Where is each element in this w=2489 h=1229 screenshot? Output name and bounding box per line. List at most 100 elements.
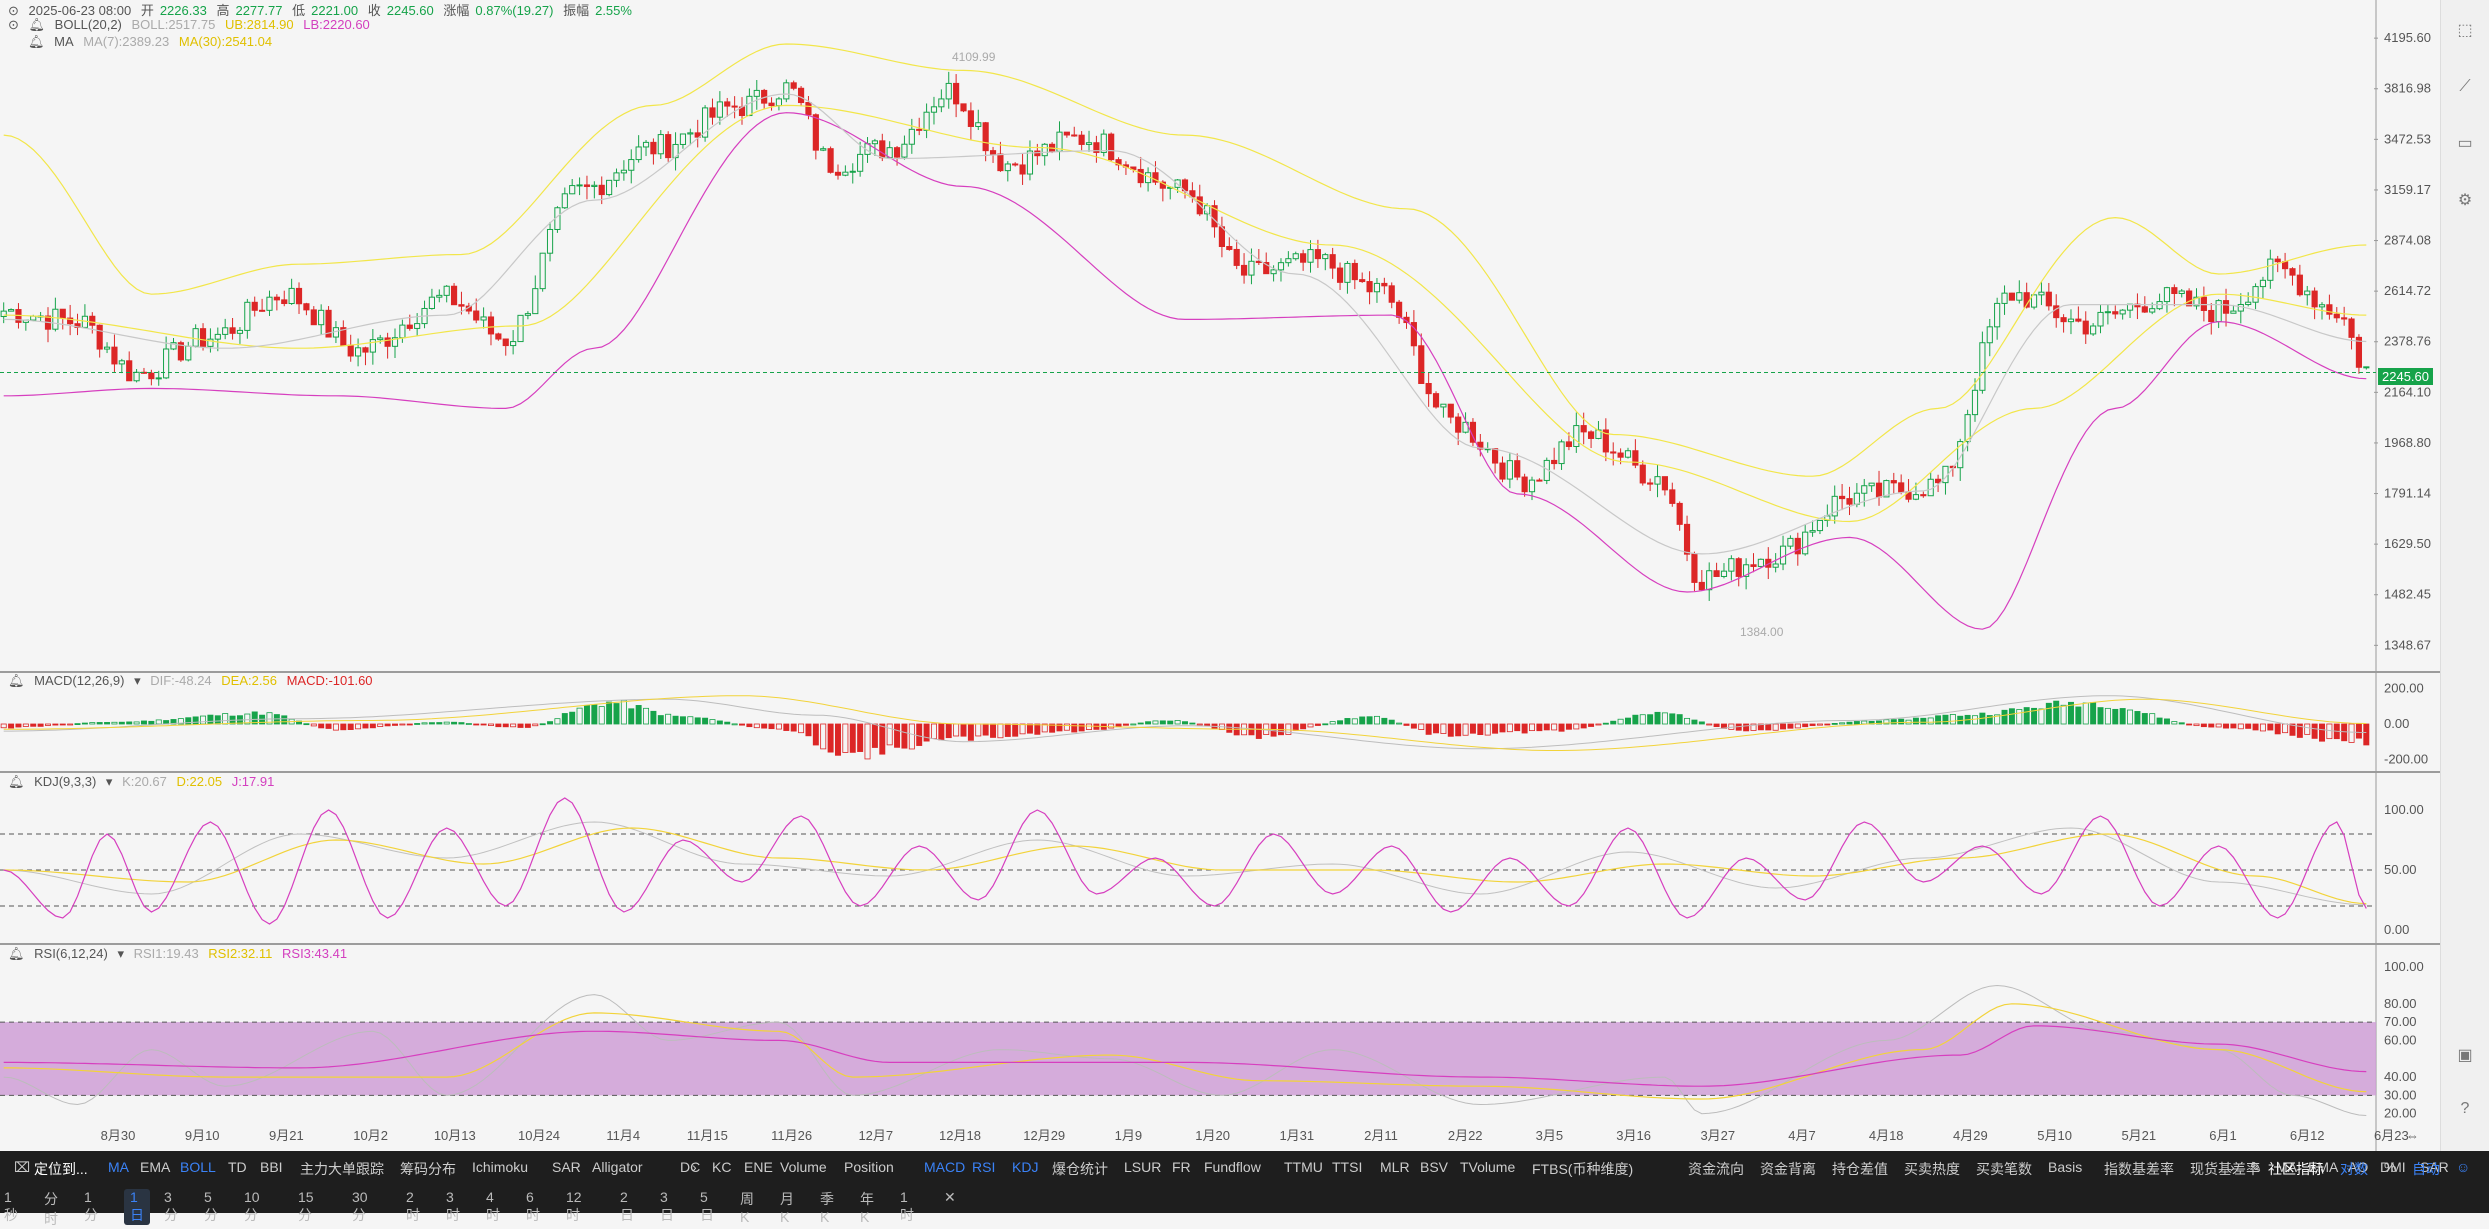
sub-tab-22[interactable]: 现货基差率 (2190, 1161, 2260, 1177)
sub-tab-26[interactable]: DMI (2380, 1159, 2406, 1175)
timeframe-18[interactable]: 月K (780, 1191, 794, 1225)
timeframe-4[interactable]: 3分 (164, 1189, 178, 1223)
bell-icon[interactable]: 🔔︎ (8, 946, 25, 961)
ind-tab-9[interactable]: Alligator (592, 1159, 643, 1175)
ind-tab-7[interactable]: Ichimoku (472, 1159, 529, 1175)
dropdown-icon[interactable]: ▾ (105, 774, 113, 789)
sub-tab-13[interactable]: TVolume (1460, 1159, 1516, 1175)
timeframe-2[interactable]: 1分 (84, 1189, 98, 1223)
locate-button[interactable]: 定位到... (34, 1161, 88, 1177)
panel-icon[interactable]: ▭ (2457, 135, 2473, 152)
x-tick-label-3: 10月2 (353, 1128, 388, 1143)
chevron-right-icon[interactable]: › (692, 1159, 697, 1175)
sub-tab-25[interactable]: AO (2348, 1159, 2369, 1175)
help-icon[interactable]: ? (2460, 1100, 2470, 1117)
edit-icon[interactable]: ✎ (2250, 1159, 2262, 1175)
ind-tab-0[interactable]: MA (108, 1159, 129, 1175)
ind-tab-2[interactable]: BOLL (180, 1159, 216, 1175)
timeframe-11[interactable]: 4时 (486, 1189, 500, 1223)
timeframe-5[interactable]: 5分 (204, 1189, 218, 1223)
layout-icon[interactable]: ▣ (2457, 1047, 2473, 1064)
close-icon[interactable]: ✕ (944, 1189, 956, 1205)
auto-scale-button[interactable]: 自动 (2412, 1161, 2440, 1177)
macd-bar (1972, 715, 1978, 725)
timeframe-15[interactable]: 3日 (660, 1189, 674, 1223)
sub-tab-19[interactable]: 买卖笔数 (1976, 1161, 2032, 1177)
timeframe-1[interactable]: 分时 (44, 1191, 58, 1227)
sub-tab-5[interactable]: 爆仓统计 (1052, 1161, 1108, 1177)
collapse-icon[interactable]: ⊙ (8, 3, 19, 18)
sub-tab-3[interactable]: RSI (972, 1159, 996, 1175)
community-indicator-button[interactable]: 社区指标 (2268, 1161, 2324, 1177)
kdj-j-line (3, 797, 2367, 925)
sub-tab-23[interactable]: MA (2276, 1159, 2297, 1175)
log-scale-button[interactable]: 对数 (2340, 1161, 2368, 1177)
sub-tab-17[interactable]: 持仓差值 (1832, 1161, 1888, 1177)
timeframe-7[interactable]: 15分 (298, 1189, 314, 1223)
ind-tab-11[interactable]: KC (712, 1159, 732, 1175)
sub-tab-0[interactable]: Volume (780, 1159, 827, 1175)
bell-icon[interactable]: 🔔︎ (28, 17, 46, 32)
timeframe-19[interactable]: 季K (820, 1191, 834, 1225)
sub-tab-10[interactable]: TTSI (1332, 1159, 1363, 1175)
sub-tab-6[interactable]: LSUR (1124, 1159, 1162, 1175)
sub-tab-24[interactable]: EMA (2308, 1159, 2339, 1175)
sub-tab-9[interactable]: TTMU (1284, 1159, 1323, 1175)
locate-icon[interactable]: ⌧ (14, 1159, 31, 1175)
ind-tab-10[interactable]: DC (680, 1159, 701, 1175)
timeframe-13[interactable]: 12时 (566, 1189, 582, 1223)
sub-tab-20[interactable]: Basis (2048, 1159, 2083, 1175)
timeframe-16[interactable]: 5日 (700, 1189, 714, 1223)
ind-tab-6[interactable]: 筹码分布 (400, 1161, 456, 1177)
ind-tab-8[interactable]: SAR (552, 1159, 581, 1175)
settings-icon[interactable]: ⚙ (2457, 192, 2473, 209)
bell-icon[interactable]: 🔔︎ (8, 774, 25, 789)
timeframe-14[interactable]: 2日 (620, 1189, 634, 1223)
timeframe-10[interactable]: 3时 (446, 1189, 460, 1223)
dropdown-icon[interactable]: ▾ (134, 673, 141, 688)
ind-tab-5[interactable]: 主力大单跟踪 (300, 1161, 384, 1177)
timeframe-9[interactable]: 2时 (406, 1189, 420, 1223)
timeframe-20[interactable]: 年K (860, 1191, 874, 1225)
sub-tab-18[interactable]: 买卖热度 (1904, 1161, 1960, 1177)
screenshot-icon[interactable]: ⬚ (2457, 22, 2473, 39)
collapse-icon[interactable]: ⊙ (8, 17, 19, 32)
candle-body (222, 327, 229, 335)
ind-tab-12[interactable]: ENE (744, 1159, 773, 1175)
robot-icon[interactable]: ☺ (2456, 1159, 2471, 1175)
sub-tab-15[interactable]: 资金流向 (1688, 1161, 1744, 1177)
dropdown-icon[interactable]: ▾ (117, 946, 124, 961)
candle-body (916, 128, 923, 131)
sub-tab-8[interactable]: Fundflow (1204, 1159, 1261, 1175)
chart-area[interactable]: 4195.60 3816.98 3472.53 3159.17 2874.08 2614.… (0, 0, 2440, 1151)
line-chart-icon[interactable]: ⟋ (2459, 78, 2471, 95)
bell-icon[interactable]: 🔔︎ (28, 34, 45, 49)
candle-body (989, 150, 997, 155)
macd-bar (1388, 719, 1395, 725)
timeframe-0[interactable]: 1秒 (4, 1189, 18, 1223)
sub-tab-21[interactable]: 指数基差率 (2104, 1161, 2174, 1177)
sub-tab-2[interactable]: MACD (924, 1159, 966, 1175)
sub-tab-7[interactable]: FR (1172, 1159, 1191, 1175)
chevron-right-icon[interactable]: › (2230, 1159, 2235, 1175)
timeframe-3[interactable]: 1日 (124, 1189, 150, 1225)
timeframe-17[interactable]: 周K (740, 1191, 754, 1225)
sub-tab-16[interactable]: 资金背离 (1760, 1161, 1816, 1177)
sub-tab-14[interactable]: FTBS(币种维度) (1532, 1161, 1634, 1177)
ind-tab-3[interactable]: TD (228, 1159, 247, 1175)
timeframe-21[interactable]: 1时 (900, 1189, 914, 1223)
sub-tab-4[interactable]: KDJ (1012, 1159, 1039, 1175)
candle-body (1019, 164, 1026, 175)
sub-tab-12[interactable]: BSV (1420, 1159, 1449, 1175)
timeframe-6[interactable]: 10分 (244, 1189, 260, 1223)
bell-icon[interactable]: 🔔︎ (8, 673, 25, 688)
percent-scale-button[interactable]: % (2384, 1159, 2397, 1175)
sub-tab-1[interactable]: Position (844, 1159, 894, 1175)
sub-tab-27[interactable]: SAR (2420, 1159, 2449, 1175)
ind-tab-4[interactable]: BBI (260, 1159, 283, 1175)
timeframe-8[interactable]: 30分 (352, 1189, 368, 1223)
timeframe-12[interactable]: 6时 (526, 1189, 540, 1223)
sub-tab-11[interactable]: MLR (1380, 1159, 1410, 1175)
ind-tab-1[interactable]: EMA (140, 1159, 171, 1175)
candle-body (2200, 296, 2207, 311)
